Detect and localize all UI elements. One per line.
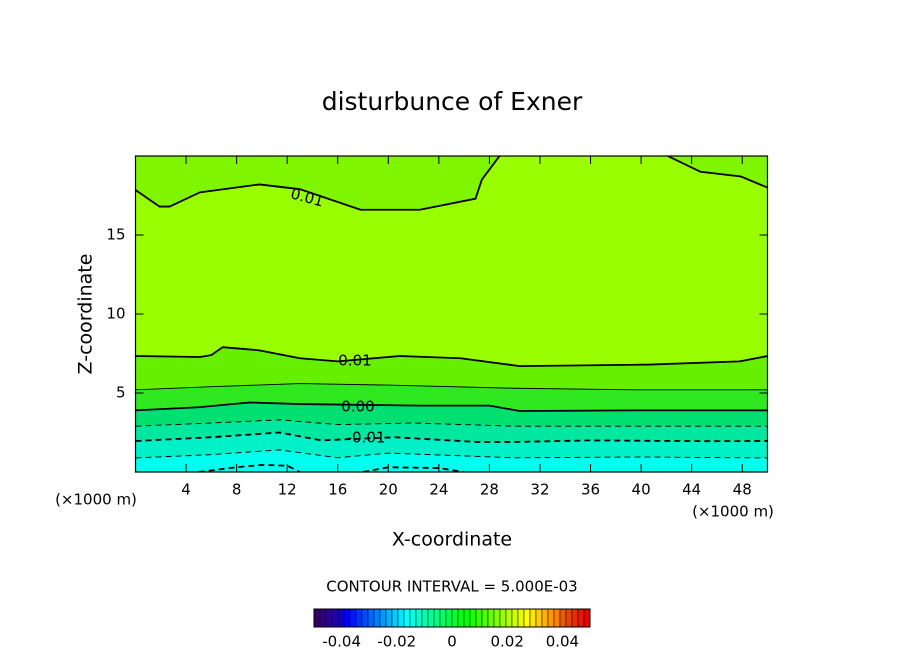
colorbar-cell: [421, 608, 429, 628]
colorbar-cell: [463, 608, 471, 628]
colorbar-cell: [331, 608, 339, 628]
x-unit-label: (×1000 m): [692, 503, 774, 521]
colorbar-cell: [583, 608, 591, 628]
colorbar-cell: [343, 608, 351, 628]
colorbar-cell: [445, 608, 453, 628]
colorbar-cell: [511, 608, 519, 628]
colorbar-cell: [553, 608, 561, 628]
colorbar-cell: [439, 608, 447, 628]
contour-line: [135, 156, 768, 211]
colorbar-cell: [571, 608, 579, 628]
x-tick-label: 20: [379, 481, 398, 499]
colorbar-cell: [415, 608, 423, 628]
colorbar-cell: [541, 608, 549, 628]
contour-line: [135, 401, 768, 412]
contour-line: [198, 463, 465, 472]
x-tick-label: 40: [632, 481, 651, 499]
colorbar-cell: [547, 608, 555, 628]
y-axis-label: Z-coordinate: [75, 254, 97, 375]
colorbar-cell: [409, 608, 417, 628]
x-tick-label: 48: [733, 481, 752, 499]
colorbar-cell: [493, 608, 501, 628]
colorbar-cell: [391, 608, 399, 628]
colorbar-cell: [361, 608, 369, 628]
colorbar-cell: [475, 608, 483, 628]
x-tick-label: 24: [429, 481, 448, 499]
colorbar-cell: [517, 608, 525, 628]
chart-title: disturbunce of Exner: [322, 87, 583, 116]
colorbar-cell: [505, 608, 513, 628]
plot-area: [135, 156, 768, 472]
colorbar-cell: [373, 608, 381, 628]
colorbar-cell: [337, 608, 345, 628]
colorbar-cell: [313, 608, 321, 628]
colorbar-cell: [523, 608, 531, 628]
contour-label: -0.01: [347, 429, 386, 447]
x-tick-label: 12: [278, 481, 297, 499]
y-tick-label: 10: [106, 305, 125, 323]
colorbar-cell: [487, 608, 495, 628]
contour-label: 0.01: [338, 352, 371, 370]
colorbar-cell: [577, 608, 585, 628]
colorbar-cell: [385, 608, 393, 628]
y-tick-label: 15: [106, 226, 125, 244]
colorbar-frame: [313, 608, 591, 628]
y-unit-label: (×1000 m): [55, 491, 137, 509]
colorbar-cell: [481, 608, 489, 628]
colorbar-cell: [457, 608, 465, 628]
contour-interval: CONTOUR INTERVAL = 5.000E-03: [326, 578, 577, 596]
colorbar-tick-label: 0.02: [490, 633, 523, 651]
colorbar-cell: [325, 608, 333, 628]
colorbar-cell: [535, 608, 543, 628]
colorbar-cell: [379, 608, 387, 628]
x-tick-label: 36: [581, 481, 600, 499]
colorbar-cell: [349, 608, 357, 628]
y-tick-label: 5: [116, 384, 126, 402]
colorbar-cell: [529, 608, 537, 628]
contour-line: [135, 419, 768, 427]
x-tick-label: 16: [328, 481, 347, 499]
contour-line: [135, 431, 768, 443]
colorbar-tick-label: 0.04: [546, 633, 579, 651]
colorbar-cell: [367, 608, 375, 628]
contour-label: 0.00: [341, 398, 374, 416]
colorbar-cell: [397, 608, 405, 628]
colorbar-cell: [403, 608, 411, 628]
x-tick-label: 32: [530, 481, 549, 499]
colorbar-cell: [427, 608, 435, 628]
colorbar-tick-label: -0.02: [377, 633, 416, 651]
x-tick-label: 28: [480, 481, 499, 499]
colorbar-cell: [319, 608, 327, 628]
x-tick-label: 8: [232, 481, 242, 499]
x-tick-label: 4: [181, 481, 191, 499]
x-tick-label: 44: [682, 481, 701, 499]
colorbar-cell: [565, 608, 573, 628]
contour-line: [135, 449, 768, 459]
contour-line: [135, 383, 768, 391]
colorbar-cell: [469, 608, 477, 628]
colorbar-cell: [559, 608, 567, 628]
colorbar-cell: [355, 608, 363, 628]
colorbar-tick-label: 0: [447, 633, 457, 651]
colorbar-cell: [499, 608, 507, 628]
colorbar-cell: [451, 608, 459, 628]
contour-fill: [135, 156, 500, 210]
colorbar-tick-label: -0.04: [322, 633, 361, 651]
colorbar-cell: [433, 608, 441, 628]
contour-fill: [135, 156, 768, 367]
x-axis-label: X-coordinate: [392, 529, 512, 551]
contour-line: [135, 346, 768, 368]
